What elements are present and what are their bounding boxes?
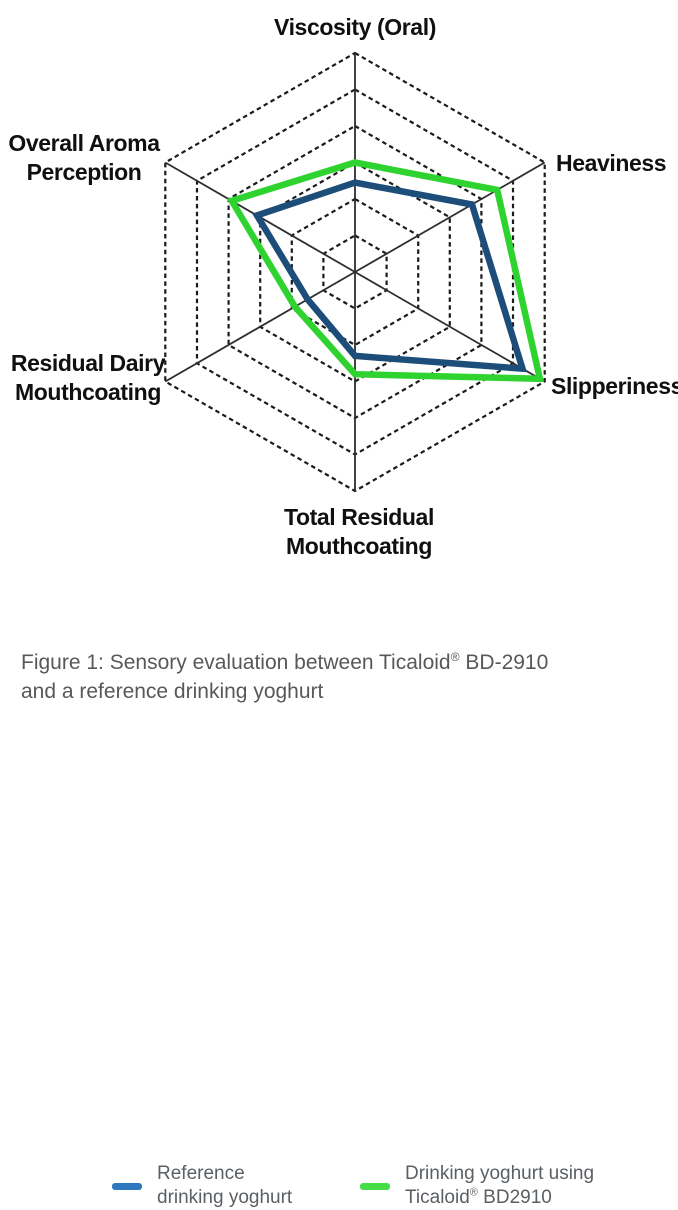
- axis-label-line: Slipperiness: [551, 373, 678, 399]
- axis-label-overall-aroma-perception: Overall Aroma Perception: [8, 129, 160, 186]
- axis-label-line: Mouthcoating: [15, 378, 161, 405]
- axis-label-line: Residual Dairy: [10, 350, 166, 376]
- reference-line-color-dash-icon: [112, 1182, 142, 1190]
- axis-label-line: Overall Aroma: [8, 130, 160, 156]
- axis-label-residual-dairy-mouthcoating: Residual Dairy Mouthcoating: [10, 349, 166, 406]
- axis-label-viscosity-oral: Viscosity (Oral): [274, 13, 436, 42]
- figure-caption: Figure 1: Sensory evaluation between Tic…: [21, 648, 651, 706]
- legend-label-ticaloid: Drinking yoghurt using Ticaloid® BD2910: [405, 1162, 594, 1210]
- legend-label-ticaloid-line2: Ticaloid® BD2910: [405, 1186, 552, 1208]
- axis-label-line: Heaviness: [556, 150, 667, 176]
- axis-label-line: Total Residual: [284, 504, 434, 530]
- axis-label-line: Mouthcoating: [286, 532, 432, 559]
- axis-spoke-residual-dairy-mouthcoating: [164, 271, 356, 383]
- axis-spoke-slipperiness: [354, 271, 546, 383]
- axis-spoke-heaviness: [354, 161, 546, 273]
- radar-chart: Viscosity (Oral) Heaviness Slipperiness Tot…: [0, 0, 678, 575]
- axis-label-heaviness: Heaviness: [556, 149, 667, 178]
- series-line-drinking-yoghurt-using-ticaloid-bd2910: [226, 159, 544, 383]
- ticaloid-line-color-dash-icon: [360, 1182, 390, 1190]
- axis-label-line: Viscosity (Oral): [274, 14, 436, 40]
- legend-label-reference: Reference drinking yoghurt: [157, 1162, 292, 1210]
- axis-label-total-residual-mouthcoating: Total Residual Mouthcoating: [284, 503, 434, 560]
- series-line-reference-drinking-yoghurt: [252, 179, 528, 373]
- legend-label-reference-line2: drinking yoghurt: [157, 1187, 293, 1208]
- legend-item-ticaloid: Drinking yoghurt using Ticaloid® BD2910: [360, 1162, 594, 1210]
- legend-label-reference-line1: Reference: [157, 1163, 245, 1184]
- legend-label-ticaloid-line1: Drinking yoghurt using: [405, 1163, 595, 1184]
- legend: Reference drinking yoghurt Drinking yogh…: [0, 578, 678, 1208]
- axis-label-line: Perception: [26, 158, 142, 185]
- radar-chart-canvas: [164, 51, 546, 493]
- figure-caption-line2: and a reference drinking yoghurt: [21, 680, 324, 703]
- legend-item-reference: Reference drinking yoghurt: [112, 1162, 292, 1210]
- figure-caption-line1: Figure 1: Sensory evaluation between Tic…: [21, 650, 549, 674]
- axis-label-slipperiness: Slipperiness: [551, 372, 678, 401]
